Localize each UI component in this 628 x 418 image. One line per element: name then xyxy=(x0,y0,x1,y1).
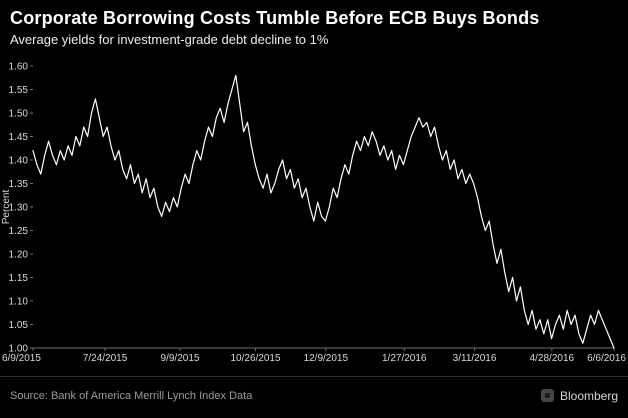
svg-text:9/9/2015: 9/9/2015 xyxy=(161,353,200,364)
svg-text:Percent: Percent xyxy=(1,190,12,225)
svg-text:1.30: 1.30 xyxy=(9,203,29,214)
svg-text:3/11/2016: 3/11/2016 xyxy=(453,353,497,364)
svg-text:1.25: 1.25 xyxy=(9,226,29,237)
svg-text:7/24/2015: 7/24/2015 xyxy=(83,353,128,364)
chart-title: Corporate Borrowing Costs Tumble Before … xyxy=(10,8,540,28)
line-chart: 1.60 1.55 1.50 1.45 1.40 1.35 1.30 1.25 1.20 1.15… xyxy=(1,62,626,365)
svg-text:6/9/2015: 6/9/2015 xyxy=(2,353,41,364)
svg-text:1.55: 1.55 xyxy=(9,85,29,96)
chart-header: Corporate Borrowing Costs Tumble Before … xyxy=(0,0,628,47)
svg-text:1.00: 1.00 xyxy=(9,344,29,355)
svg-text:1.20: 1.20 xyxy=(9,250,29,261)
svg-text:12/9/2015: 12/9/2015 xyxy=(304,353,349,364)
brand: Bloomberg xyxy=(540,388,618,403)
svg-text:6/6/2016: 6/6/2016 xyxy=(587,353,626,364)
svg-text:1.50: 1.50 xyxy=(9,109,29,120)
svg-text:4/28/2016: 4/28/2016 xyxy=(530,353,575,364)
svg-text:1.45: 1.45 xyxy=(9,132,29,143)
svg-text:1.60: 1.60 xyxy=(9,62,29,73)
brand-name: Bloomberg xyxy=(559,388,618,403)
bloomberg-logo-icon xyxy=(540,389,554,402)
chart-footer: Source: Bank of America Merrill Lynch In… xyxy=(0,376,628,418)
svg-text:1.05: 1.05 xyxy=(9,320,29,331)
svg-text:1.35: 1.35 xyxy=(9,179,29,190)
source-note: Source: Bank of America Merrill Lynch In… xyxy=(10,389,253,402)
svg-text:1/27/2016: 1/27/2016 xyxy=(382,353,427,364)
svg-text:1.10: 1.10 xyxy=(9,297,29,308)
svg-text:1.40: 1.40 xyxy=(9,156,29,167)
svg-text:10/26/2015: 10/26/2015 xyxy=(230,353,280,364)
svg-text:1.15: 1.15 xyxy=(9,273,29,284)
chart-subtitle: Average yields for investment-grade debt… xyxy=(10,32,329,47)
